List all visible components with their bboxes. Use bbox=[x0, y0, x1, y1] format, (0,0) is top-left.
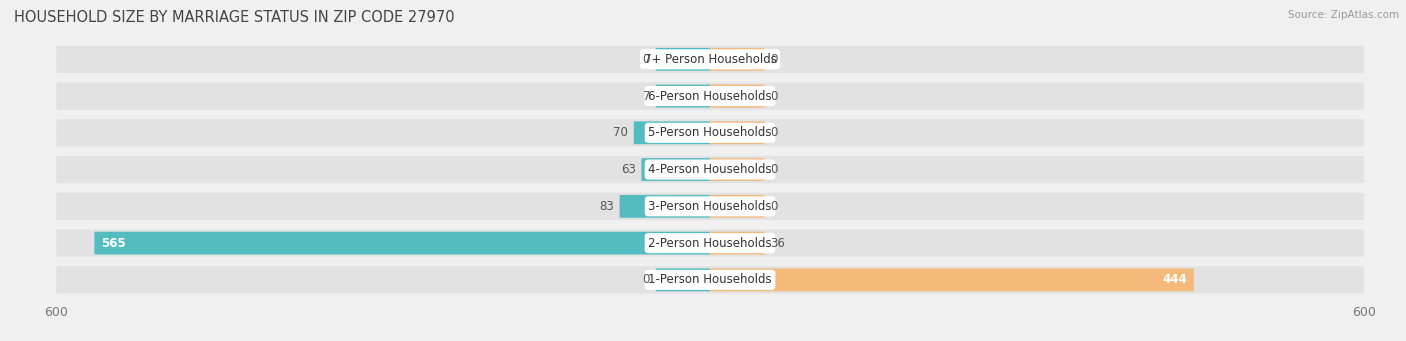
Text: 0: 0 bbox=[770, 53, 778, 66]
FancyBboxPatch shape bbox=[94, 232, 710, 254]
Text: 2-Person Households: 2-Person Households bbox=[648, 237, 772, 250]
Text: 4-Person Households: 4-Person Households bbox=[648, 163, 772, 176]
FancyBboxPatch shape bbox=[56, 229, 1364, 257]
FancyBboxPatch shape bbox=[56, 156, 1364, 183]
FancyBboxPatch shape bbox=[56, 119, 1364, 146]
FancyBboxPatch shape bbox=[620, 195, 710, 218]
Text: 63: 63 bbox=[621, 163, 636, 176]
FancyBboxPatch shape bbox=[56, 266, 1364, 294]
FancyBboxPatch shape bbox=[634, 121, 710, 144]
FancyBboxPatch shape bbox=[710, 268, 1194, 291]
Text: 0: 0 bbox=[770, 200, 778, 213]
Text: 1-Person Households: 1-Person Households bbox=[648, 273, 772, 286]
FancyBboxPatch shape bbox=[641, 158, 710, 181]
Text: 5-Person Households: 5-Person Households bbox=[648, 126, 772, 139]
Text: HOUSEHOLD SIZE BY MARRIAGE STATUS IN ZIP CODE 27970: HOUSEHOLD SIZE BY MARRIAGE STATUS IN ZIP… bbox=[14, 10, 454, 25]
FancyBboxPatch shape bbox=[710, 121, 765, 144]
FancyBboxPatch shape bbox=[710, 158, 765, 181]
FancyBboxPatch shape bbox=[710, 48, 765, 71]
Text: 0: 0 bbox=[770, 90, 778, 103]
FancyBboxPatch shape bbox=[710, 195, 765, 218]
Text: 6-Person Households: 6-Person Households bbox=[648, 90, 772, 103]
Text: 565: 565 bbox=[101, 237, 125, 250]
FancyBboxPatch shape bbox=[56, 193, 1364, 220]
Text: 7+ Person Households: 7+ Person Households bbox=[644, 53, 776, 66]
Text: Source: ZipAtlas.com: Source: ZipAtlas.com bbox=[1288, 10, 1399, 20]
Text: 0: 0 bbox=[643, 273, 650, 286]
Text: 0: 0 bbox=[770, 163, 778, 176]
Text: 3-Person Households: 3-Person Households bbox=[648, 200, 772, 213]
Text: 70: 70 bbox=[613, 126, 628, 139]
FancyBboxPatch shape bbox=[710, 232, 765, 254]
FancyBboxPatch shape bbox=[655, 268, 710, 291]
Text: 0: 0 bbox=[770, 126, 778, 139]
Text: 7: 7 bbox=[643, 90, 650, 103]
Text: 36: 36 bbox=[770, 237, 785, 250]
FancyBboxPatch shape bbox=[56, 83, 1364, 110]
FancyBboxPatch shape bbox=[655, 48, 710, 71]
FancyBboxPatch shape bbox=[710, 85, 765, 107]
Text: 444: 444 bbox=[1163, 273, 1187, 286]
Text: 83: 83 bbox=[599, 200, 614, 213]
FancyBboxPatch shape bbox=[655, 85, 710, 107]
Text: 0: 0 bbox=[643, 53, 650, 66]
FancyBboxPatch shape bbox=[56, 46, 1364, 73]
